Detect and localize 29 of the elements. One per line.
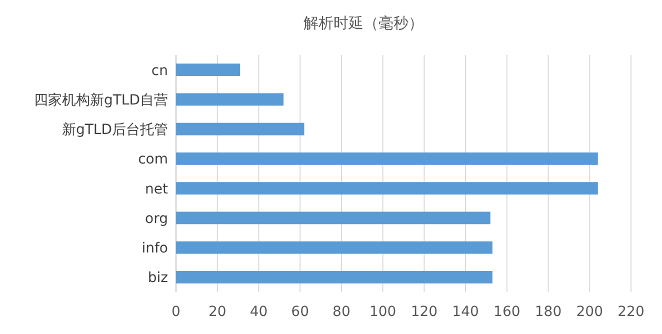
x-tick-label: 120 — [410, 304, 438, 320]
bar — [176, 152, 598, 165]
x-tick-label: 140 — [452, 304, 479, 320]
x-tick-label: 180 — [534, 304, 562, 320]
x-tick-label: 0 — [172, 304, 180, 320]
x-tick-label: 60 — [291, 304, 310, 320]
y-tick-label: org — [145, 210, 168, 227]
y-tick-label: net — [145, 181, 168, 198]
y-tick-label: biz — [148, 270, 168, 286]
bar — [176, 93, 284, 106]
y-tick-label: info — [142, 240, 168, 257]
bar — [176, 212, 490, 224]
y-tick-label: 四家机构新gTLD自营 — [34, 92, 168, 108]
bar — [176, 241, 492, 254]
x-tick-label: 200 — [576, 304, 604, 320]
x-tick-label: 20 — [208, 304, 226, 320]
x-tick-label: 160 — [494, 304, 520, 320]
y-tick-label: cn — [151, 62, 168, 79]
bar — [176, 270, 492, 284]
x-tick-label: 220 — [618, 304, 644, 320]
x-tick-label: 80 — [332, 304, 350, 320]
y-tick-label: 新gTLD后台托管 — [62, 122, 168, 138]
bar — [176, 182, 598, 195]
chart-title: 解析时延（毫秒） — [304, 14, 424, 32]
y-tick-label: com — [138, 152, 168, 168]
x-tick-label: 40 — [250, 304, 268, 320]
bar — [176, 122, 304, 136]
bar — [176, 64, 240, 76]
x-tick-label: 100 — [369, 304, 396, 320]
